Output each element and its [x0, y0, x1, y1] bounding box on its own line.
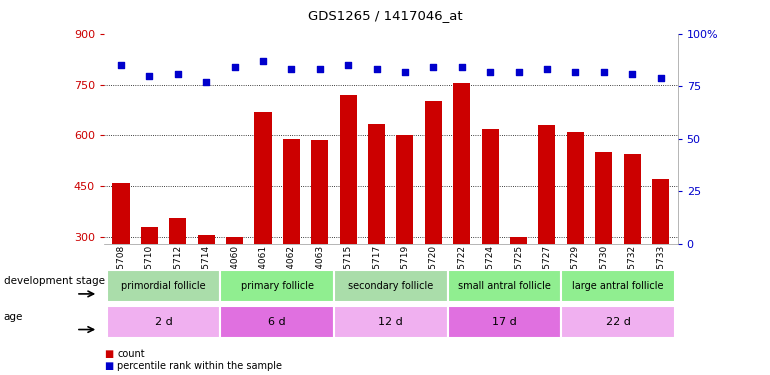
Bar	[283, 139, 300, 339]
Point	[626, 70, 638, 76]
Text: small antral follicle: small antral follicle	[458, 281, 551, 291]
Text: 2 d: 2 d	[155, 316, 172, 327]
Text: percentile rank within the sample: percentile rank within the sample	[117, 361, 282, 371]
Bar	[482, 129, 499, 339]
Bar	[652, 179, 669, 339]
Bar	[425, 102, 442, 339]
Point	[200, 79, 213, 85]
Text: 12 d: 12 d	[378, 316, 403, 327]
Text: age: age	[4, 312, 23, 322]
Point	[654, 75, 667, 81]
Bar	[397, 135, 413, 339]
Text: development stage: development stage	[4, 276, 105, 286]
Point	[285, 66, 297, 72]
Point	[598, 69, 610, 75]
Point	[541, 66, 553, 72]
Point	[257, 58, 270, 64]
Bar	[198, 235, 215, 339]
Point	[172, 70, 184, 76]
Text: GDS1265 / 1417046_at: GDS1265 / 1417046_at	[308, 9, 462, 22]
Point	[484, 69, 497, 75]
Point	[427, 64, 440, 70]
Point	[115, 62, 127, 68]
Bar	[311, 141, 328, 339]
Bar	[538, 125, 555, 339]
Point	[370, 66, 383, 72]
Point	[512, 69, 524, 75]
Text: 17 d: 17 d	[492, 316, 517, 327]
Point	[229, 64, 241, 70]
Point	[313, 66, 326, 72]
Bar	[340, 95, 357, 339]
Point	[569, 69, 581, 75]
Bar	[567, 132, 584, 339]
Text: count: count	[117, 349, 145, 359]
Bar	[141, 227, 158, 339]
Text: ■: ■	[104, 361, 113, 371]
Text: large antral follicle: large antral follicle	[572, 281, 664, 291]
Point	[456, 64, 468, 70]
Bar	[254, 112, 272, 339]
Bar	[368, 123, 385, 339]
Text: ■: ■	[104, 349, 113, 359]
Point	[399, 69, 411, 75]
Text: 6 d: 6 d	[269, 316, 286, 327]
Bar	[112, 183, 129, 339]
Text: 22 d: 22 d	[605, 316, 631, 327]
Bar	[454, 83, 470, 339]
Bar	[624, 154, 641, 339]
Bar	[226, 237, 243, 339]
Point	[342, 62, 354, 68]
Text: primordial follicle: primordial follicle	[121, 281, 206, 291]
Bar	[169, 218, 186, 339]
Bar	[510, 237, 527, 339]
Point	[143, 73, 156, 79]
Text: secondary follicle: secondary follicle	[348, 281, 434, 291]
Text: primary follicle: primary follicle	[241, 281, 313, 291]
Bar	[595, 152, 612, 339]
